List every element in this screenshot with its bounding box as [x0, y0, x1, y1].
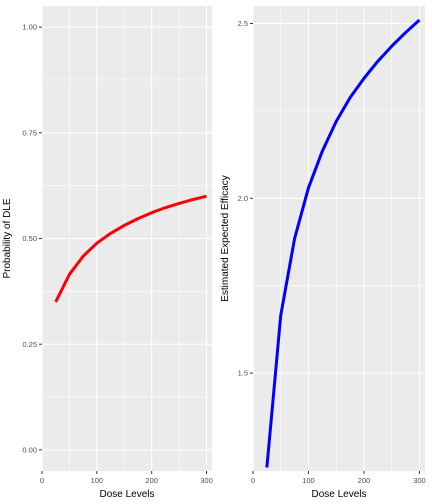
x-tick-label: 300	[200, 476, 213, 485]
plot-panel	[253, 6, 425, 471]
x-tick-label: 200	[358, 476, 371, 485]
y-axis-title: Probability of DLE	[2, 198, 13, 278]
x-axis-title: Dose Levels	[99, 489, 154, 500]
y-tick-label: 0.50	[22, 234, 37, 243]
y-tick-label: 0.75	[22, 128, 37, 137]
x-tick-label: 0	[251, 476, 255, 485]
x-tick-label: 100	[302, 476, 315, 485]
y-tick-label: 2.0	[238, 194, 248, 203]
x-tick-label: 100	[91, 476, 104, 485]
y-tick-label: 1.5	[238, 369, 248, 378]
x-tick-label: 300	[413, 476, 426, 485]
y-tick-label: 0.00	[22, 445, 37, 454]
y-tick-label: 2.5	[238, 19, 248, 28]
expected-efficacy-plot: 0 100 200 300 1.5 2.0 2.5 Dose Levels Estimated …	[220, 6, 426, 500]
series-line	[54, 194, 207, 303]
x-tick-label: 200	[145, 476, 158, 485]
x-axis-title: Dose Levels	[311, 489, 366, 500]
y-axis-title: Estimated Expected Efficacy	[220, 175, 231, 302]
x-tick-label: 0	[40, 476, 44, 485]
y-tick-label: 1.00	[22, 23, 37, 32]
dle-probability-plot: 0 100 200 300 0.00 0.25 0.50 0.75 1.00 Dose Level…	[2, 6, 213, 500]
y-tick-label: 0.25	[22, 340, 37, 349]
series-line	[265, 18, 421, 468]
